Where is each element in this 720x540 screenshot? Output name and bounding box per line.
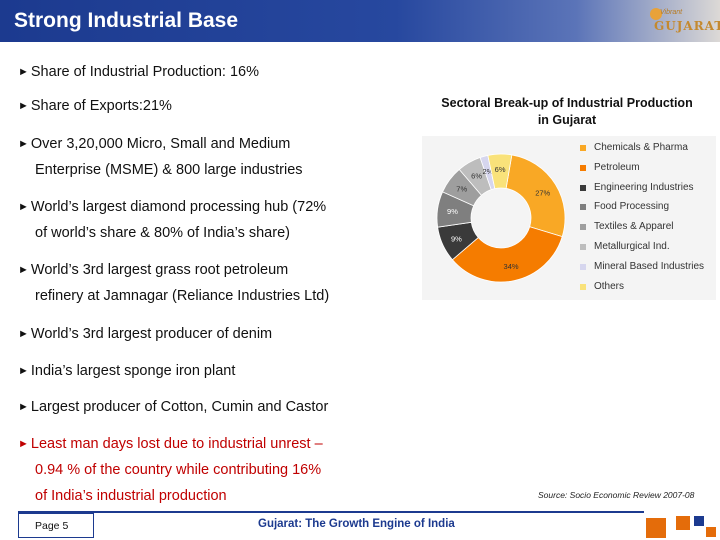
slice-data-label: 34% [504,262,519,271]
bullet-text: 0.94 % of the country while contributing… [35,462,322,478]
sun-icon [650,8,662,20]
chart-area: 27% 34% 9% 9% 7% 6% 2% 6% Chemicals & Pharma Pet… [422,136,716,300]
bullet-text: Least man days lost due to industrial un… [30,436,323,452]
chart-title-line: in Gujarat [537,113,597,127]
legend-swatch [580,283,586,290]
bullet-arrow-icon: ► [18,138,29,150]
decor-square [676,516,690,530]
bullet-text: of India’s industrial production [35,488,227,504]
bullet-arrow-icon: ► [18,201,29,213]
bullet-item: ► World’s 3rd largest producer of denim [18,326,272,342]
slice-data-label: 27% [535,188,550,197]
bullet-text: World’s largest diamond processing hub (… [30,199,327,215]
chart-title: Sectoral Break-up of Industrial Producti… [422,95,712,129]
bullet-item: ► India’s largest sponge iron plant [18,363,235,379]
bullet-item: ► Largest producer of Cotton, Cumin and C… [18,399,328,415]
bullet-item: ► Share of Industrial Production: 16% [18,64,259,80]
legend-swatch [580,244,586,250]
legend-label: Chemicals & Pharma [594,142,688,153]
slice-data-label: 6% [495,165,506,174]
legend-swatch [580,184,586,191]
logo-small-text: Vibrant [660,9,683,16]
bullet-arrow-icon: ► [18,438,29,450]
bullet-text: World’s 3rd largest producer of denim [30,326,273,342]
legend-swatch [580,263,586,270]
bullet-arrow-icon: ► [18,365,29,377]
slice-data-label: 7% [456,185,467,194]
bullet-text: refinery at Jamnagar (Reliance Industrie… [35,288,330,304]
bullet-arrow-icon: ► [18,401,29,413]
bullet-text: Enterprise (MSME) & 800 large industries [35,162,303,178]
title-bar: Strong Industrial Base Vibrant GUJARAT [0,0,720,42]
donut-slice [451,226,563,283]
legend-label: Textiles & Apparel [594,221,674,233]
donut-slice [487,153,513,190]
bullet-text: of world’s share & 80% of India’s share) [35,225,290,241]
slice-data-label: 9% [451,234,462,243]
legend-swatch [580,224,586,231]
bullet-text: World’s 3rd largest grass root petroleum [30,262,289,278]
bullet-item: ► World’s 3rd largest grass root petroleu… [18,262,288,278]
decor-square [694,516,704,526]
decor-square [706,527,716,537]
legend-label: Petroleum [594,161,640,173]
bullet-text: Share of Industrial Production: 16% [30,64,259,80]
slice-data-label: 2% [483,167,494,176]
legend-label: Metallurgical Ind. [594,241,670,252]
legend-swatch [580,145,586,151]
slide-title: Strong Industrial Base [14,9,239,32]
legend-label: Others [594,280,625,292]
page-number: Page 5 [35,520,69,532]
legend-swatch [580,204,586,211]
bullet-arrow-icon: ► [18,66,29,78]
bullet-item: ► Share of Exports:21% [18,98,172,114]
chart-title-line: Sectoral Break-up of Industrial Producti… [441,96,693,110]
bullet-text: Share of Exports:21% [30,98,172,114]
donut-chart: 27% 34% 9% 9% 7% 6%2% 6% [436,153,566,283]
bullet-item: ► Over 3,20,000 Micro, Small and Medium [18,136,290,152]
bullet-arrow-icon: ► [18,100,29,112]
bullet-text: Over 3,20,000 Micro, Small and Medium [30,136,291,152]
footer-divider [18,511,644,513]
bullet-text: India’s largest sponge iron plant [30,363,236,379]
decor-square [646,518,666,538]
vibrant-gujarat-logo: Vibrant GUJARAT [646,6,720,38]
donut-slice [505,154,566,238]
bullet-arrow-icon: ► [18,328,29,340]
legend-label: Mineral Based Industries [594,260,705,272]
legend-label: Food Processing [594,201,670,213]
legend-label: Engineering Industries [594,181,694,193]
bullet-arrow-icon: ► [18,264,29,276]
legend-swatch [580,164,586,171]
logo-main-text: GUJARAT [654,19,720,33]
source-note: Source: Socio Economic Review 2007-08 [538,490,695,500]
bullet-text: Largest producer of Cotton, Cumin and Ca… [30,399,329,415]
footer-title: Gujarat: The Growth Engine of India [258,518,455,530]
bullet-item: ► World’s largest diamond processing hub … [18,199,326,215]
slice-data-label: 9% [447,207,458,216]
slice-data-label: 6% [471,172,482,181]
page-number-box: Page 5 [18,513,94,538]
bullet-item: ► Least man days lost due to industrial u… [18,436,323,452]
